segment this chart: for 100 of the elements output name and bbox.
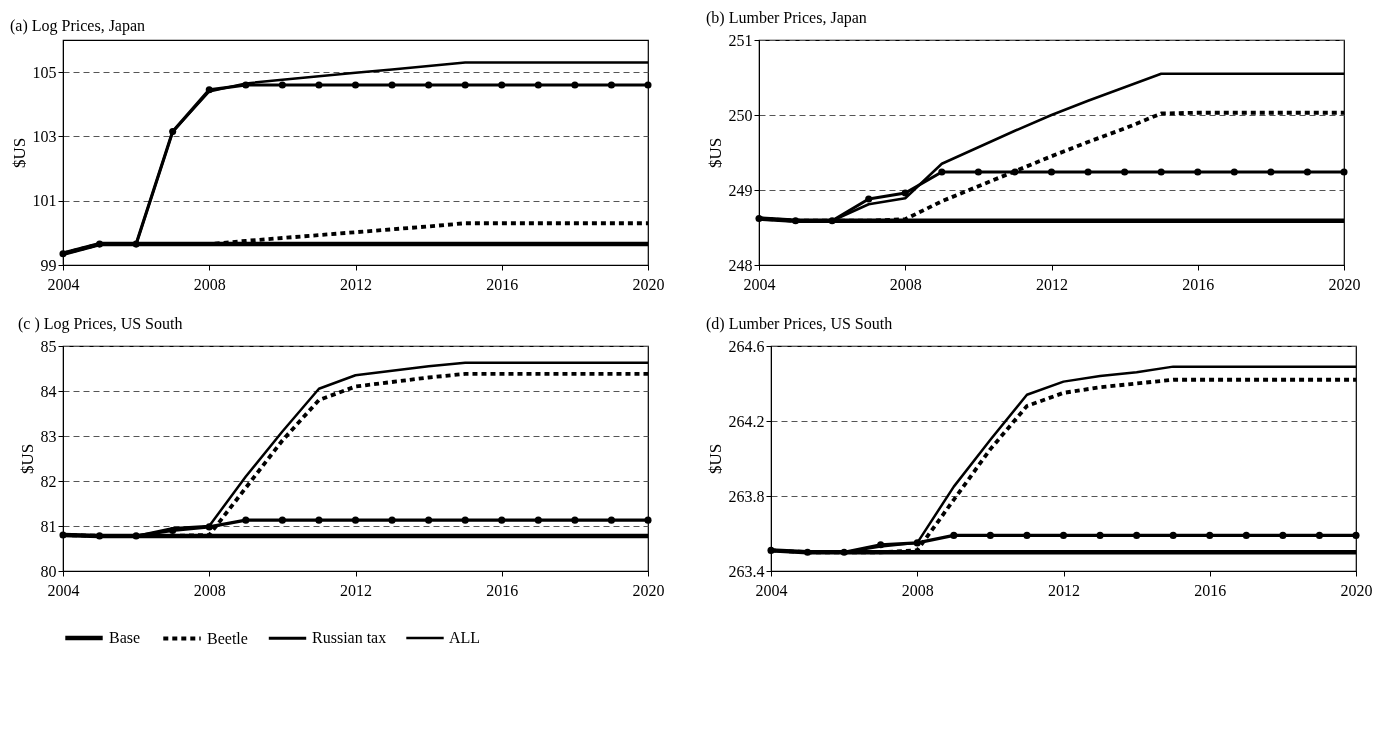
y-axis-title: $US — [705, 443, 725, 475]
point — [1096, 531, 1104, 539]
point — [132, 532, 140, 540]
y-tick-label: 248 — [728, 256, 753, 274]
x-tick-label: 2008 — [889, 275, 922, 293]
y-tick-label: 83 — [40, 427, 57, 445]
point — [804, 548, 812, 556]
point — [1194, 168, 1202, 176]
point — [1011, 168, 1019, 176]
y-tick-label: 80 — [40, 562, 57, 580]
point — [534, 516, 542, 524]
point — [242, 516, 250, 524]
x-tick-label: 2004 — [755, 581, 788, 599]
point — [1133, 531, 1141, 539]
x-tick-label: 2004 — [47, 581, 80, 599]
legend-label: Russian tax — [312, 629, 387, 647]
point — [828, 217, 836, 225]
y-tick-label: 264.6 — [728, 337, 765, 355]
point — [571, 81, 579, 89]
point — [242, 81, 250, 89]
x-tick-label: 2012 — [1036, 275, 1068, 293]
chart-title: (c ) Log Prices, US South — [18, 315, 183, 333]
point — [607, 81, 615, 89]
x-tick-label: 2016 — [1182, 275, 1215, 293]
point — [1157, 168, 1165, 176]
point — [59, 250, 67, 258]
x-tick-label: 2020 — [632, 581, 665, 599]
y-tick-label: 99 — [40, 256, 57, 274]
point — [644, 81, 652, 89]
point — [96, 532, 104, 540]
point — [498, 81, 506, 89]
point — [865, 195, 873, 203]
y-tick-label: 84 — [40, 382, 57, 400]
point — [169, 128, 177, 136]
x-tick-label: 2016 — [486, 581, 519, 599]
point — [1121, 168, 1129, 176]
y-tick-label: 101 — [32, 192, 57, 210]
point — [1230, 168, 1238, 176]
point — [1303, 168, 1311, 176]
point — [1267, 168, 1275, 176]
point — [388, 81, 396, 89]
y-tick-label: 264.2 — [728, 412, 765, 430]
point — [986, 531, 994, 539]
point — [534, 81, 542, 89]
point — [1169, 531, 1177, 539]
point — [132, 240, 140, 248]
x-tick-label: 2020 — [1328, 275, 1361, 293]
point — [315, 516, 323, 524]
point — [913, 539, 921, 547]
point — [1352, 531, 1360, 539]
point — [498, 516, 506, 524]
x-tick-label: 2008 — [901, 581, 934, 599]
y-axis-title: $US — [705, 137, 725, 169]
point — [901, 189, 909, 197]
point — [938, 168, 946, 176]
y-tick-label: 81 — [40, 517, 57, 535]
point — [205, 86, 213, 94]
x-tick-label: 2004 — [743, 275, 776, 293]
legend-label: Base — [109, 629, 141, 646]
x-tick-label: 2016 — [486, 275, 519, 293]
y-axis-title: $US — [9, 137, 29, 169]
y-tick-label: 85 — [40, 337, 57, 355]
point — [351, 81, 360, 89]
point — [461, 81, 469, 89]
point — [1084, 168, 1092, 176]
point — [950, 531, 958, 539]
point — [315, 81, 323, 89]
point — [767, 546, 775, 554]
x-tick-label: 2008 — [193, 275, 226, 293]
point — [1023, 531, 1031, 539]
point — [1047, 168, 1056, 176]
point — [205, 523, 213, 531]
x-tick-label: 2016 — [1194, 581, 1227, 599]
point — [792, 217, 800, 225]
point — [59, 531, 67, 539]
legend-label: Beetle — [207, 629, 248, 647]
y-tick-label: 263.8 — [728, 487, 765, 505]
point — [877, 541, 885, 549]
point — [1340, 168, 1348, 176]
point — [425, 81, 433, 89]
x-tick-label: 2020 — [1340, 581, 1373, 599]
point — [755, 214, 763, 223]
legend-label: ALL — [449, 629, 481, 646]
y-tick-label: 105 — [32, 63, 57, 81]
point — [351, 516, 360, 524]
chart-title: (a) Log Prices, Japan — [10, 17, 146, 35]
y-tick-label: 103 — [32, 127, 57, 145]
x-tick-label: 2008 — [193, 581, 226, 599]
point — [840, 548, 848, 556]
y-tick-label: 250 — [728, 106, 753, 124]
point — [571, 516, 579, 524]
point — [461, 516, 469, 524]
point — [644, 516, 652, 524]
y-tick-label: 249 — [728, 181, 753, 199]
point — [1242, 531, 1250, 539]
point — [1206, 531, 1214, 539]
point — [1279, 531, 1287, 539]
x-tick-label: 2012 — [340, 581, 372, 599]
point — [96, 240, 104, 248]
chart-title: (b) Lumber Prices, Japan — [706, 9, 867, 27]
